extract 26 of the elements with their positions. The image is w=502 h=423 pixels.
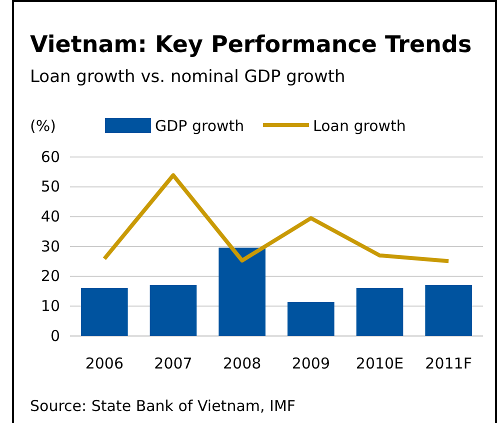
y-tick-label: 60 bbox=[40, 148, 60, 166]
x-tick-label: 2008 bbox=[222, 354, 262, 373]
y-tick-label: 50 bbox=[40, 178, 60, 196]
legend-label: GDP growth bbox=[155, 117, 244, 135]
y-tick-label: 40 bbox=[40, 207, 60, 226]
bar bbox=[218, 248, 266, 336]
y-tick-label: 10 bbox=[40, 296, 60, 315]
y-axis-title: (%) bbox=[30, 117, 56, 135]
chart-title: Vietnam: Key Performance Trends bbox=[30, 32, 472, 58]
bar bbox=[150, 284, 197, 336]
y-tick-label: 20 bbox=[40, 267, 60, 286]
y-tick-label: 30 bbox=[40, 237, 60, 256]
chart-subtitle: Loan growth vs. nominal GDP growth bbox=[30, 67, 346, 87]
bar bbox=[425, 284, 472, 336]
y-tick-label: 0 bbox=[50, 326, 60, 345]
line-series bbox=[102, 173, 451, 264]
x-tick-label: 2010E bbox=[356, 354, 404, 373]
legend-label: Loan growth bbox=[313, 117, 406, 135]
bar bbox=[81, 288, 128, 336]
x-tick-label: 2009 bbox=[292, 354, 330, 373]
source-note: Source: State Bank of Vietnam, IMF bbox=[30, 397, 296, 415]
x-tick-label: 2007 bbox=[154, 354, 192, 373]
bar bbox=[288, 302, 334, 336]
bar bbox=[356, 288, 404, 336]
x-tick-label: 2006 bbox=[85, 354, 124, 373]
x-tick-label: 2011F bbox=[425, 354, 472, 373]
